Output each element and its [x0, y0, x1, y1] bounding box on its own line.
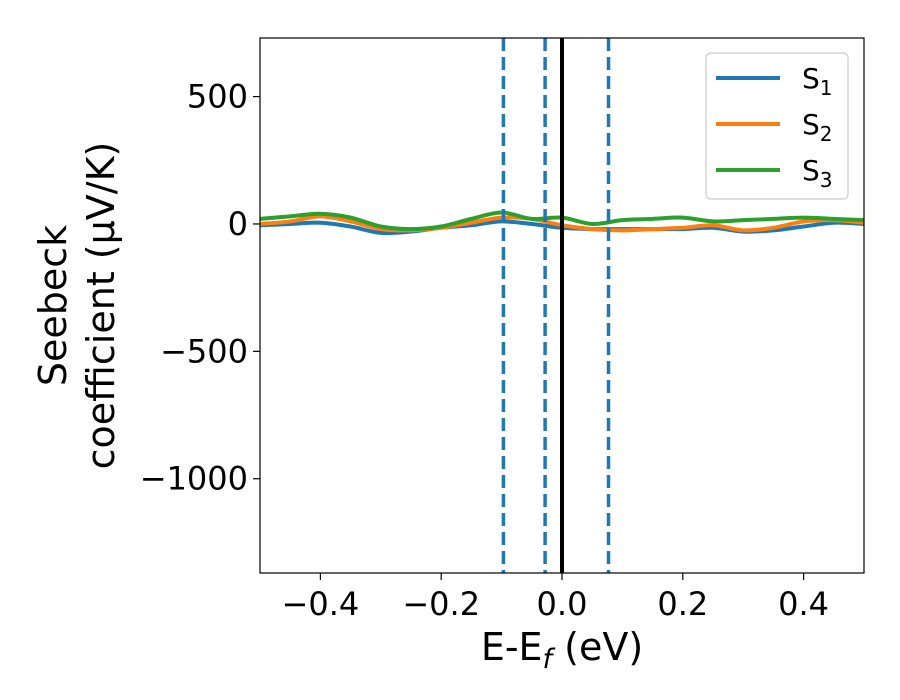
y-tick-label: 500 [187, 78, 248, 116]
plot-area [260, 38, 864, 573]
legend-label-2: S2 [802, 108, 833, 146]
x-tick-label: 0.0 [537, 585, 588, 623]
y-tick-label: −500 [160, 332, 248, 370]
legend: S1 S2 S3 [705, 52, 849, 200]
y-tick-label: 0 [228, 205, 248, 243]
x-tick-label: 0.4 [778, 585, 829, 623]
x-axis-label: E-Ef (eV) [481, 625, 643, 675]
x-tick-label: −0.4 [282, 585, 360, 623]
legend-label-1: S1 [802, 62, 833, 100]
y-axis-label-line2: coefficient (μV/K) [79, 142, 123, 470]
x-tick-label: −0.2 [402, 585, 480, 623]
legend-label-3: S3 [802, 154, 833, 192]
plot-inner [260, 38, 864, 573]
x-tick-label: 0.2 [657, 585, 708, 623]
axes: −0.4 −0.2 0.0 0.2 0.4 500 0 −500 −1000 E-Ef (eV) S… [31, 37, 865, 675]
y-tick-label: −1000 [140, 460, 248, 498]
y-axis-label-line1: Seebeck [31, 225, 75, 386]
